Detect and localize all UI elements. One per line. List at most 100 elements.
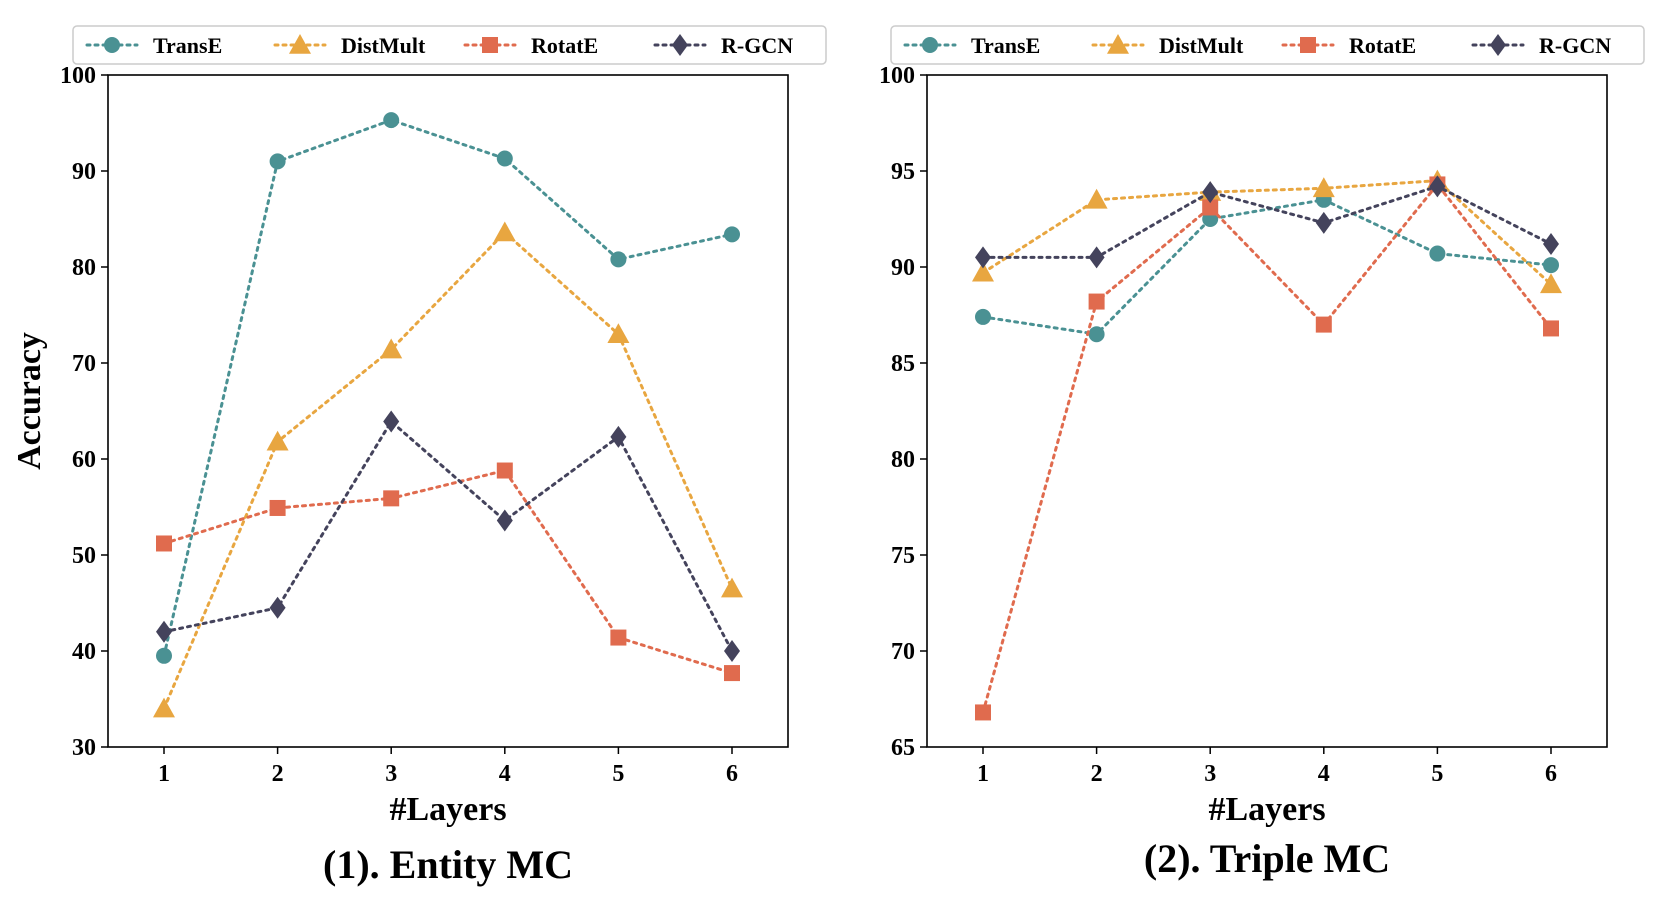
x-tick-label: 5 [612,761,624,787]
x-tick-label: 1 [158,761,170,787]
point-rotate [1315,316,1332,333]
point-transe [383,112,400,129]
point-rotate [724,665,740,682]
point-distmult [1540,273,1562,294]
point-transe [156,647,172,664]
legend-label-r-gcn: R-GCN [1539,33,1611,58]
panel-triple-mc: 65 70 75 80 85 90 95 100 1 2 3 4 5 6 #Layers (2). Tripl… [879,25,1645,881]
x-tick-label: 5 [1431,761,1443,787]
legend-label-distmult: DistMult [341,33,426,58]
legend-marker-transe [922,37,938,53]
legend-marker-distmult [1107,34,1129,54]
point-transe [269,153,286,170]
point-r-gcn [1429,175,1446,198]
legend-label-transe: TransE [971,33,1040,58]
legend-label-transe: TransE [153,33,222,58]
point-rotate [269,499,286,516]
point-distmult [1312,177,1335,198]
point-r-gcn [1543,232,1559,255]
point-transe [1543,257,1559,274]
x-tick-label: 4 [1318,761,1330,787]
panel-title: (1). Entity MC [323,842,573,887]
legend-marker-rotate [1300,37,1316,53]
plot-frame [107,74,789,748]
plot-frame [926,74,1608,748]
y-tick-label: 95 [891,159,915,185]
y-tick-label: 100 [60,63,96,89]
point-rotate [1543,320,1559,337]
x-tick-label: 6 [726,761,738,787]
legend-marker-transe [104,37,120,53]
series-line-transe [981,198,1553,336]
point-r-gcn [1088,246,1105,269]
point-r-gcn [269,596,286,619]
legend-label-r-gcn: R-GCN [721,33,793,58]
series-line-r-gcn [162,419,734,653]
legend-label-rotate: RotatE [1349,33,1416,58]
point-transe [610,251,627,268]
legend-marker-rotate [482,37,498,53]
y-tick-label: 80 [891,447,915,473]
x-tick-label: 1 [977,761,989,787]
point-r-gcn [156,620,172,643]
series-line-r-gcn [981,184,1553,259]
point-rotate [1202,199,1219,216]
legend-marker-r-gcn [1490,34,1506,56]
point-distmult [380,338,403,359]
legend-box [72,25,827,65]
legend-box [890,25,1645,65]
y-tick-label: 80 [72,255,96,281]
y-tick-label: 90 [72,159,96,185]
point-rotate [1088,293,1105,310]
panel-entity-mc: 30 40 50 60 70 80 90 100 1 2 3 4 5 6 #Layers Accuracy (1… [11,25,827,887]
point-distmult [1085,188,1108,209]
x-tick-label: 2 [1091,761,1103,787]
point-r-gcn [975,246,991,269]
point-distmult [153,697,175,718]
point-transe [496,150,513,167]
series-line-rotate [162,468,734,675]
legend-label-distmult: DistMult [1159,33,1244,58]
point-r-gcn [1202,181,1219,204]
legend-label-rotate: RotatE [531,33,598,58]
x-axis-title: #Layers [389,791,506,828]
panel-title: (2). Triple MC [1144,836,1390,881]
y-tick-label: 85 [891,351,915,377]
point-r-gcn [1315,211,1332,234]
series-line-transe [162,118,734,658]
point-rotate [383,490,400,507]
y-tick-label: 40 [72,639,96,665]
y-tick-label: 75 [891,543,915,569]
series-line-rotate [981,182,1553,714]
y-tick-label: 90 [891,255,915,281]
point-distmult [972,261,994,282]
y-tick-label: 100 [879,63,915,89]
point-rotate [610,629,627,646]
y-tick-label: 70 [891,639,915,665]
point-r-gcn [383,410,400,433]
y-tick-label: 30 [72,735,96,761]
x-tick-label: 6 [1545,761,1557,787]
legend-marker-r-gcn [672,34,688,56]
y-tick-label: 70 [72,351,96,377]
point-r-gcn [610,425,627,448]
point-rotate [975,704,991,721]
point-rotate [156,535,172,552]
point-transe [1429,245,1446,262]
x-tick-label: 3 [385,761,397,787]
y-axis-title: Accuracy [11,332,48,470]
point-distmult [721,577,743,598]
legend-marker-distmult [289,34,311,54]
y-tick-label: 65 [891,735,915,761]
point-rotate [496,462,513,479]
point-distmult [266,430,289,451]
point-transe [724,226,740,243]
point-distmult [493,221,516,242]
x-tick-label: 4 [499,761,511,787]
point-r-gcn [496,509,513,532]
point-r-gcn [724,640,740,662]
point-distmult [607,323,630,343]
point-transe [975,308,991,325]
x-tick-label: 3 [1204,761,1216,787]
